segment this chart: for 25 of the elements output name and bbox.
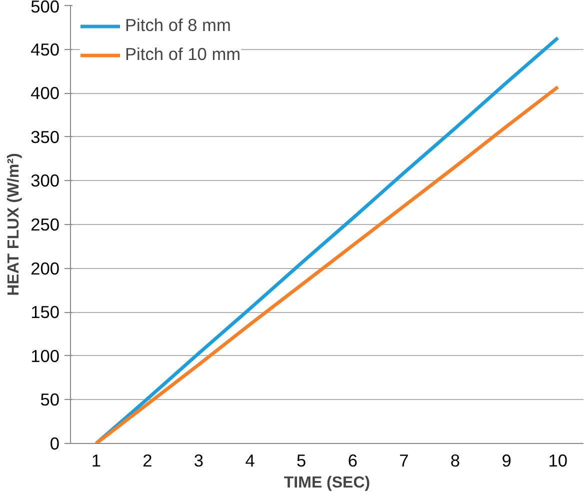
- y-axis-title: HEAT FLUX (W/m²): [6, 153, 23, 296]
- y-tick-label: 200: [30, 258, 60, 278]
- x-tick-label: 2: [142, 450, 152, 470]
- x-tick-label: 6: [348, 450, 358, 470]
- y-tick-label: 50: [40, 390, 60, 410]
- x-axis-title: TIME (SEC): [284, 474, 370, 492]
- x-tick-label: 8: [450, 450, 460, 470]
- x-tick-label: 7: [399, 450, 409, 470]
- y-tick-label: 400: [30, 83, 60, 104]
- x-tick-label: 5: [296, 450, 306, 470]
- y-tick-label: 250: [30, 214, 60, 234]
- y-tick-label: 500: [30, 0, 60, 16]
- x-tick-label: 4: [245, 450, 256, 470]
- y-tick-label: 350: [30, 126, 60, 147]
- x-tick-label: 3: [194, 450, 204, 470]
- y-tick-label: 150: [30, 302, 60, 322]
- legend-label: Pitch of 8 mm: [125, 15, 231, 36]
- legend-label: Pitch of 10 mm: [125, 44, 241, 65]
- y-tick-label: 450: [30, 39, 60, 60]
- y-tick-label: 300: [30, 170, 60, 191]
- y-tick-label: 0: [50, 434, 60, 454]
- x-tick-label: 10: [548, 450, 568, 470]
- x-tick-label: 1: [91, 450, 101, 470]
- y-tick-label: 100: [30, 346, 60, 366]
- x-tick-label: 9: [502, 450, 512, 470]
